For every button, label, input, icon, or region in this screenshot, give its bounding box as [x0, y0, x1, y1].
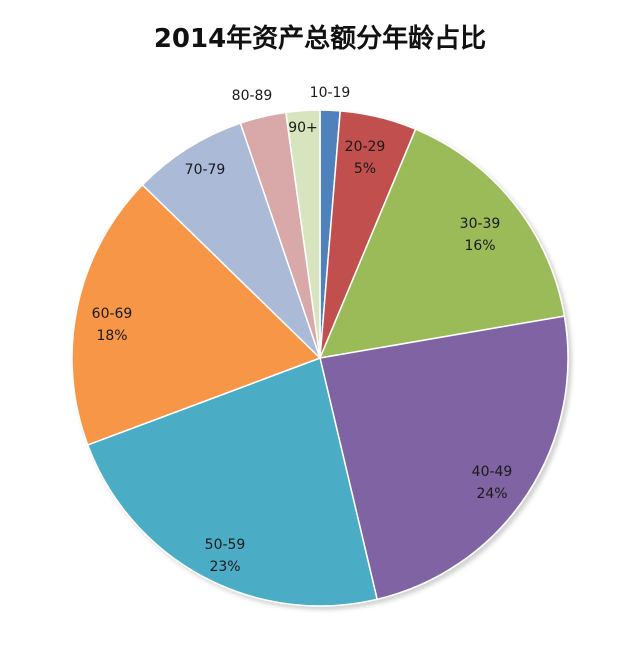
- slice-label-90+: 90+: [288, 120, 318, 136]
- slice-label-40-49: 40-49 24%: [472, 464, 513, 502]
- slice-label-80-89: 80-89: [232, 88, 273, 104]
- slice-label-name: 10-19: [310, 85, 351, 101]
- slice-label-name: 90+: [288, 120, 318, 136]
- pie-slice-50-59: [86, 356, 379, 607]
- slice-label-name: 20-29: [345, 139, 386, 155]
- slice-label-name: 30-39: [460, 216, 501, 232]
- slice-label-name: 80-89: [232, 88, 273, 104]
- slice-label-60-69: 60-69 18%: [92, 306, 133, 344]
- pie-labels: 10-19 20-29 5% 30-39 16% 40-49 24% 50-59 23% 60-6…: [92, 85, 513, 575]
- pie-slice-30-39: [318, 128, 566, 359]
- slice-label-percent: 23%: [209, 559, 240, 575]
- slice-label-percent: 16%: [464, 238, 495, 254]
- slice-label-70-79: 70-79: [185, 162, 226, 178]
- slice-label-percent: 24%: [476, 486, 507, 502]
- slice-label-percent: 18%: [96, 328, 127, 344]
- pie-slice-70-79: [141, 122, 321, 359]
- slice-label-20-29: 20-29 5%: [345, 139, 386, 177]
- chart-title: 2014年资产总额分年龄占比: [153, 24, 487, 54]
- slice-label-name: 40-49: [472, 464, 513, 480]
- slice-label-percent: 5%: [354, 161, 376, 177]
- pie-slice-90+: [284, 109, 321, 359]
- slice-label-50-59: 50-59 23%: [205, 537, 246, 575]
- pie-slice-60-69: [71, 183, 322, 446]
- pie-slice-40-49: [319, 315, 569, 601]
- slice-label-name: 50-59: [205, 537, 246, 553]
- slice-label-name: 70-79: [185, 162, 226, 178]
- slice-label-name: 60-69: [92, 306, 133, 322]
- slice-label-30-39: 30-39 16%: [460, 216, 501, 254]
- slice-label-10-19: 10-19: [310, 85, 351, 101]
- pie-slices: [71, 109, 569, 607]
